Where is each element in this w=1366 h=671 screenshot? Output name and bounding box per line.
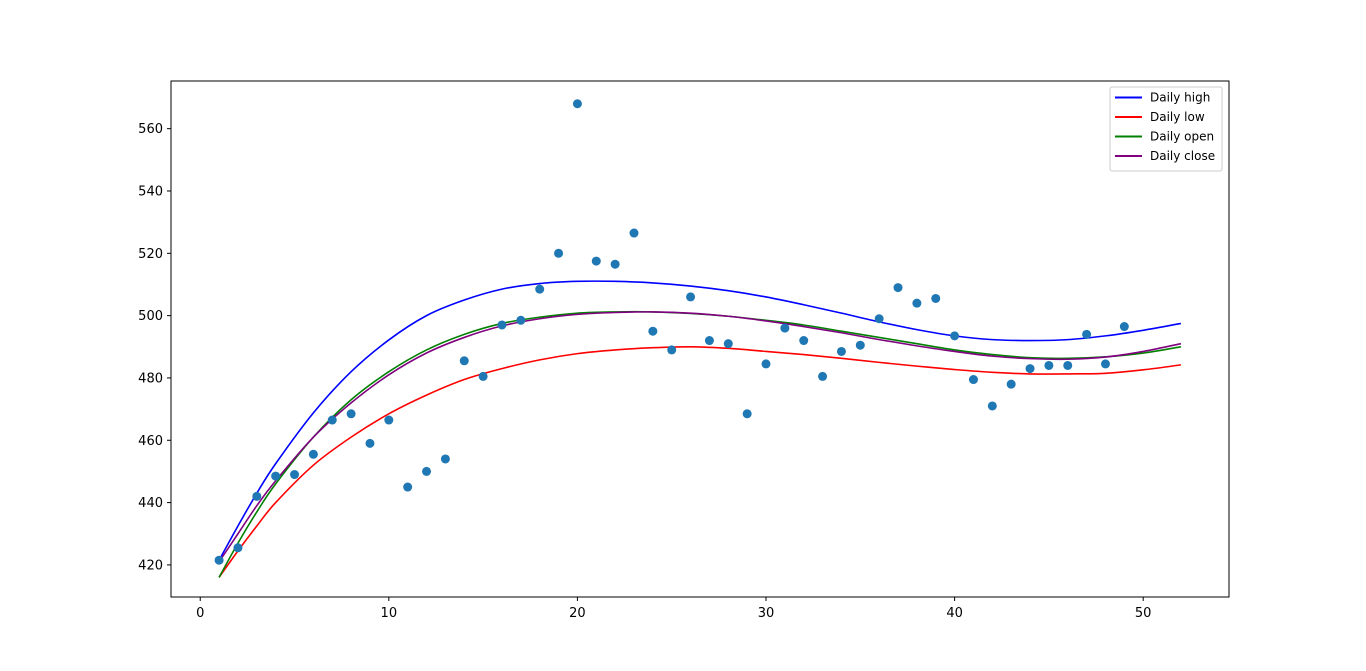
y-tick-label: 440 (138, 496, 163, 511)
scatter-point (912, 298, 922, 308)
scatter-point (1025, 364, 1035, 374)
x-tick-label: 20 (569, 606, 586, 621)
scatter-point (987, 401, 997, 411)
scatter-point (780, 323, 790, 333)
y-tick-label: 460 (138, 434, 163, 449)
scatter-point (290, 470, 300, 480)
scatter-point (686, 292, 696, 302)
y-tick-label: 560 (138, 122, 163, 137)
scatter-point (629, 228, 639, 238)
scatter-layer (214, 99, 1129, 565)
x-tick-label: 50 (1135, 606, 1152, 621)
y-tick-label: 520 (138, 247, 163, 262)
scatter-point (478, 371, 488, 381)
scatter-point (233, 543, 243, 553)
scatter-point (855, 340, 865, 350)
scatter-point (440, 454, 450, 464)
scatter-point (516, 315, 526, 325)
legend-label: Daily low (1150, 110, 1205, 124)
scatter-point (497, 320, 507, 330)
scatter-point (968, 375, 978, 385)
scatter-point (1082, 329, 1092, 339)
scatter-point (271, 471, 281, 481)
y-tick-label: 540 (138, 184, 163, 199)
scatter-point (818, 371, 828, 381)
scatter-point (874, 314, 884, 324)
y-tick-label: 500 (138, 309, 163, 324)
scatter-point (1119, 322, 1129, 332)
scatter-point (610, 259, 620, 269)
x-tick-label: 30 (758, 606, 775, 621)
y-axis: 420 440 460 480 500 520 540 560 (138, 122, 171, 573)
legend: Daily high Daily low Daily open Daily close (1109, 86, 1223, 172)
scatter-point (648, 326, 658, 336)
scatter-point (1063, 360, 1073, 370)
scatter-point (554, 248, 564, 258)
scatter-point (346, 409, 356, 419)
scatter-point (836, 346, 846, 356)
scatter-point (1006, 379, 1016, 389)
scatter-point (422, 466, 432, 476)
x-tick-label: 0 (196, 606, 204, 621)
scatter-point (950, 331, 960, 341)
scatter-point (572, 99, 582, 109)
scatter-point (761, 359, 771, 369)
scatter-point (931, 293, 941, 303)
scatter-point (365, 438, 375, 448)
scatter-point (1044, 360, 1054, 370)
series-line-daily-high (218, 280, 1182, 561)
scatter-point (799, 336, 809, 346)
scatter-point (308, 449, 318, 459)
scatter-point (591, 256, 601, 266)
scatter-point (667, 345, 677, 355)
scatter-point (535, 284, 545, 294)
x-tick-label: 10 (381, 606, 398, 621)
x-axis: 0 10 20 30 40 50 (196, 597, 1151, 621)
scatter-point (327, 415, 337, 425)
legend-label: Daily high (1150, 91, 1210, 105)
legend-label: Daily close (1150, 149, 1215, 163)
scatter-point (214, 555, 224, 565)
legend-box (1109, 86, 1223, 172)
legend-label: Daily open (1150, 130, 1214, 144)
scatter-point (742, 409, 752, 419)
scatter-point (1100, 359, 1110, 369)
plot-frame (170, 80, 1230, 598)
scatter-point (893, 283, 903, 293)
scatter-point (384, 415, 394, 425)
scatter-point (704, 336, 714, 346)
scatter-point (403, 482, 413, 492)
y-tick-label: 480 (138, 371, 163, 386)
scatter-point (459, 356, 469, 366)
scatter-point (252, 491, 262, 501)
x-tick-label: 40 (946, 606, 963, 621)
y-tick-label: 420 (138, 558, 163, 573)
scatter-point (723, 339, 733, 349)
